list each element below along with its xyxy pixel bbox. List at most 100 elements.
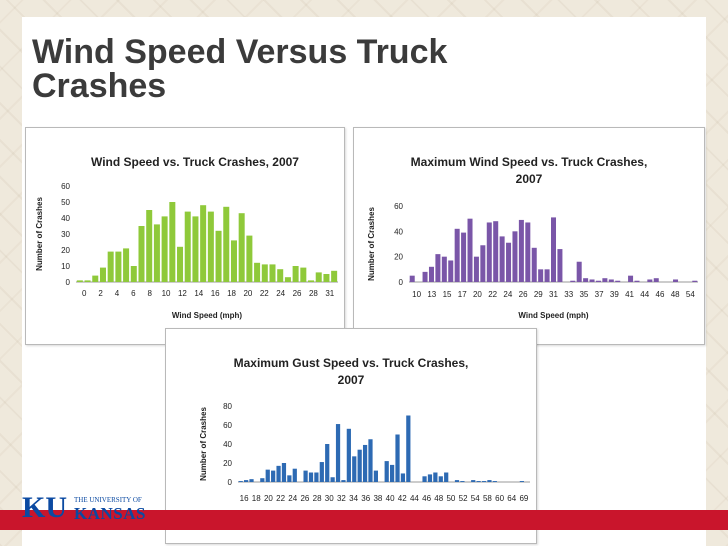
x-tick-label: 20 [243, 289, 252, 298]
x-tick-label: 42 [398, 494, 407, 503]
ku-logo-mark: KU [22, 491, 67, 524]
bar [177, 246, 184, 282]
x-tick-label: 26 [300, 494, 309, 503]
bar [357, 449, 362, 482]
bar [400, 473, 406, 482]
bar [319, 462, 324, 482]
bar [315, 272, 322, 282]
y-tick-label: 20 [223, 459, 232, 468]
x-tick-label: 64 [507, 494, 516, 503]
page-title: Wind Speed Versus Truck Crashes [32, 33, 448, 105]
x-tick-label: 17 [458, 290, 467, 299]
y-tick-label: 0 [66, 278, 71, 287]
x-tick-label: 33 [564, 290, 573, 299]
bar [422, 476, 427, 482]
bar [461, 232, 467, 282]
bar [409, 275, 415, 282]
x-tick-label: 24 [503, 290, 512, 299]
bar [223, 206, 230, 282]
x-tick-label: 35 [579, 290, 588, 299]
x-tick-label: 24 [276, 289, 285, 298]
bar [84, 280, 91, 282]
bar [244, 480, 249, 482]
bar [292, 468, 297, 482]
bar [519, 481, 524, 482]
bar [368, 439, 373, 482]
bar [444, 472, 449, 482]
y-tick-label: 20 [61, 246, 70, 255]
x-tick-label: 6 [131, 289, 136, 298]
y-tick-label: 60 [394, 202, 403, 211]
x-tick-label: 22 [276, 494, 285, 503]
y-tick-label: 40 [61, 214, 70, 223]
bar [615, 280, 621, 282]
bar [146, 210, 153, 282]
x-tick-label: 28 [313, 494, 322, 503]
x-tick-label: 22 [488, 290, 497, 299]
x-tick-label: 8 [147, 289, 152, 298]
x-tick-label: 50 [446, 494, 455, 503]
x-tick-label: 18 [227, 289, 236, 298]
bar [330, 477, 335, 482]
bar [435, 254, 441, 282]
bar [123, 248, 130, 282]
bar [138, 226, 145, 282]
x-tick-label: 58 [483, 494, 492, 503]
bar [107, 251, 114, 282]
y-tick-label: 20 [394, 253, 403, 262]
bar [249, 479, 254, 482]
bar [184, 211, 191, 282]
bar [271, 470, 276, 482]
bar [308, 280, 315, 282]
x-tick-label: 54 [471, 494, 480, 503]
chart-max-wind-speed: Maximum Wind Speed vs. Truck Crashes,200… [367, 155, 698, 320]
bar [518, 219, 524, 282]
bar [583, 278, 589, 282]
bar [499, 236, 505, 282]
x-tick-label: 15 [443, 290, 452, 299]
footer-accent-bar [0, 510, 728, 530]
chart-title-line-2: 2007 [338, 373, 365, 387]
bar [467, 218, 473, 282]
bar [395, 434, 400, 482]
bar [269, 264, 276, 282]
bar [390, 464, 395, 482]
bar [265, 469, 270, 482]
bar [323, 274, 330, 282]
bar [602, 278, 608, 282]
x-tick-label: 69 [519, 494, 528, 503]
x-tick-label: 10 [412, 290, 421, 299]
x-tick-label: 29 [534, 290, 543, 299]
bar [261, 264, 268, 282]
bar [308, 472, 314, 482]
bar [384, 461, 389, 482]
bar [303, 470, 308, 482]
x-tick-label: 44 [410, 494, 419, 503]
x-tick-label: 40 [386, 494, 395, 503]
bar [653, 278, 659, 282]
bar [92, 275, 99, 282]
bar [487, 480, 492, 482]
bar [473, 256, 479, 282]
x-tick-label: 26 [519, 290, 528, 299]
bar [538, 269, 544, 282]
x-tick-label: 37 [595, 290, 604, 299]
bar [427, 474, 433, 482]
bar [506, 242, 512, 282]
bar [492, 481, 497, 482]
bar [433, 472, 438, 482]
x-tick-label: 60 [495, 494, 504, 503]
chart-panel-max-wind-speed: Maximum Wind Speed vs. Truck Crashes, 200… [353, 127, 705, 345]
bar [460, 481, 465, 482]
bar [277, 269, 284, 282]
bar [476, 481, 481, 482]
bar [448, 260, 454, 282]
x-tick-label: 32 [337, 494, 346, 503]
bar [292, 266, 299, 282]
chart-title: Wind Speed vs. Truck Crashes, 2007 [91, 155, 299, 169]
bar [281, 463, 287, 482]
bar [551, 217, 557, 282]
y-tick-label: 30 [61, 230, 70, 239]
x-tick-label: 52 [459, 494, 468, 503]
y-tick-label: 0 [399, 278, 404, 287]
